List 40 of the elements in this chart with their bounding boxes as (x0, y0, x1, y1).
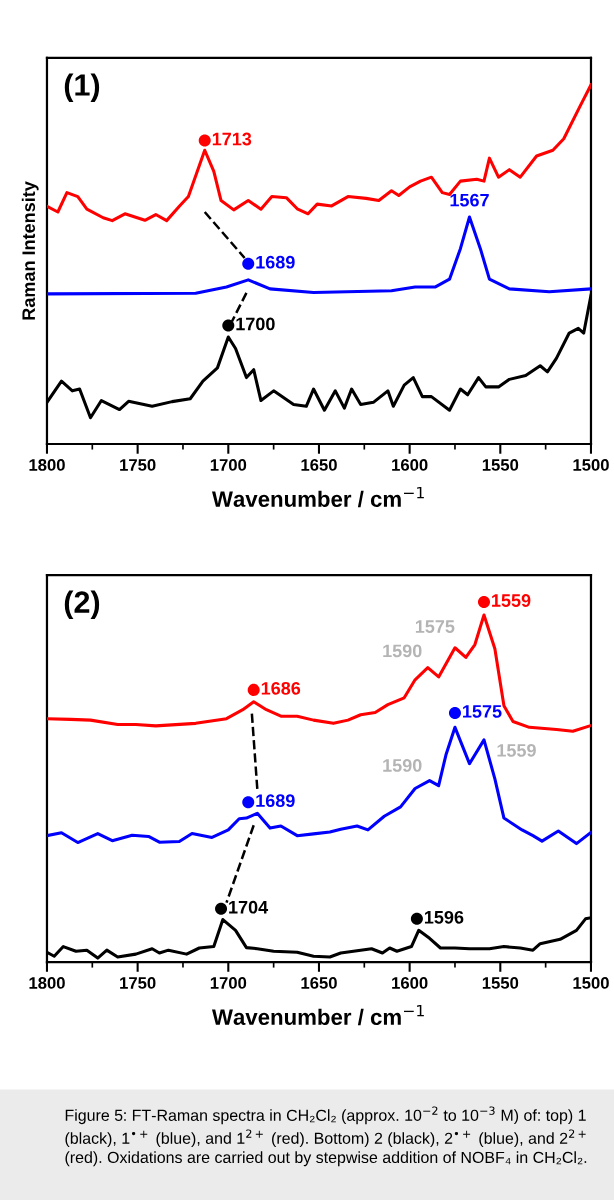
x-tick-label: 1600 (392, 977, 428, 989)
point (247, 683, 260, 696)
x-tick-label: 1650 (301, 977, 337, 989)
y-axis-title: Raman Intensity (21, 181, 39, 320)
annotation: 1689 (256, 255, 295, 269)
chart-title: (2) (64, 590, 100, 619)
x-tick-label: 1750 (120, 977, 156, 989)
annotation: 1713 (212, 132, 252, 146)
x-tick-label: 1750 (120, 459, 156, 471)
chart-title: (1) (64, 73, 100, 102)
annotation: 1575 (415, 620, 455, 633)
annotation: 1559 (497, 743, 536, 757)
x-axis-title: Wavenumber / cm$^{−1}$ (211, 486, 424, 508)
x-tick-label: 1550 (482, 977, 519, 989)
annotation: 1575 (463, 705, 502, 718)
annotation: 1689 (256, 794, 295, 808)
annotation: 1590 (383, 644, 422, 658)
x-tick-label: 1550 (482, 459, 519, 471)
annotation: 1559 (492, 594, 531, 607)
x-tick-label: 1650 (301, 459, 337, 471)
annotation: 1700 (236, 317, 275, 331)
annotation: 1596 (424, 910, 464, 924)
x-tick-label: 1700 (210, 459, 247, 471)
annotation: 1686 (261, 681, 301, 695)
annotation: 1704 (229, 900, 269, 914)
x-axis-title: Wavenumber / cm$^{−1}$ (211, 1004, 424, 1026)
x-tick-label: 1600 (392, 459, 428, 471)
annotation: 1590 (383, 759, 422, 772)
point (448, 706, 461, 719)
point (477, 596, 490, 609)
point (215, 902, 228, 915)
text: Figure 5: FT-Raman spectra in CH₂Cl₂ (approx. 10$^{−2}$ to 10$^{−3}$ M) of: top) 1 (black), 1$^{•+}$ (blue), and 1$^{2+}$ (red). Bottom) 2 (black), 2$^{•+}$ (blue), and 2$^{2+}$ (red). Oxidations are carried out by stepwise addition of NOBF₄ in CH₂Cl₂. (65, 1106, 587, 1167)
x-tick-label: 1700 (210, 977, 247, 989)
point (410, 912, 423, 925)
point (242, 796, 255, 809)
x-tick-label: 1800 (29, 977, 65, 989)
x-tick-label: 1500 (573, 459, 609, 471)
x-tick-label: 1800 (29, 459, 65, 471)
x-tick-label: 1500 (573, 977, 609, 989)
annotation: 1567 (450, 193, 489, 207)
